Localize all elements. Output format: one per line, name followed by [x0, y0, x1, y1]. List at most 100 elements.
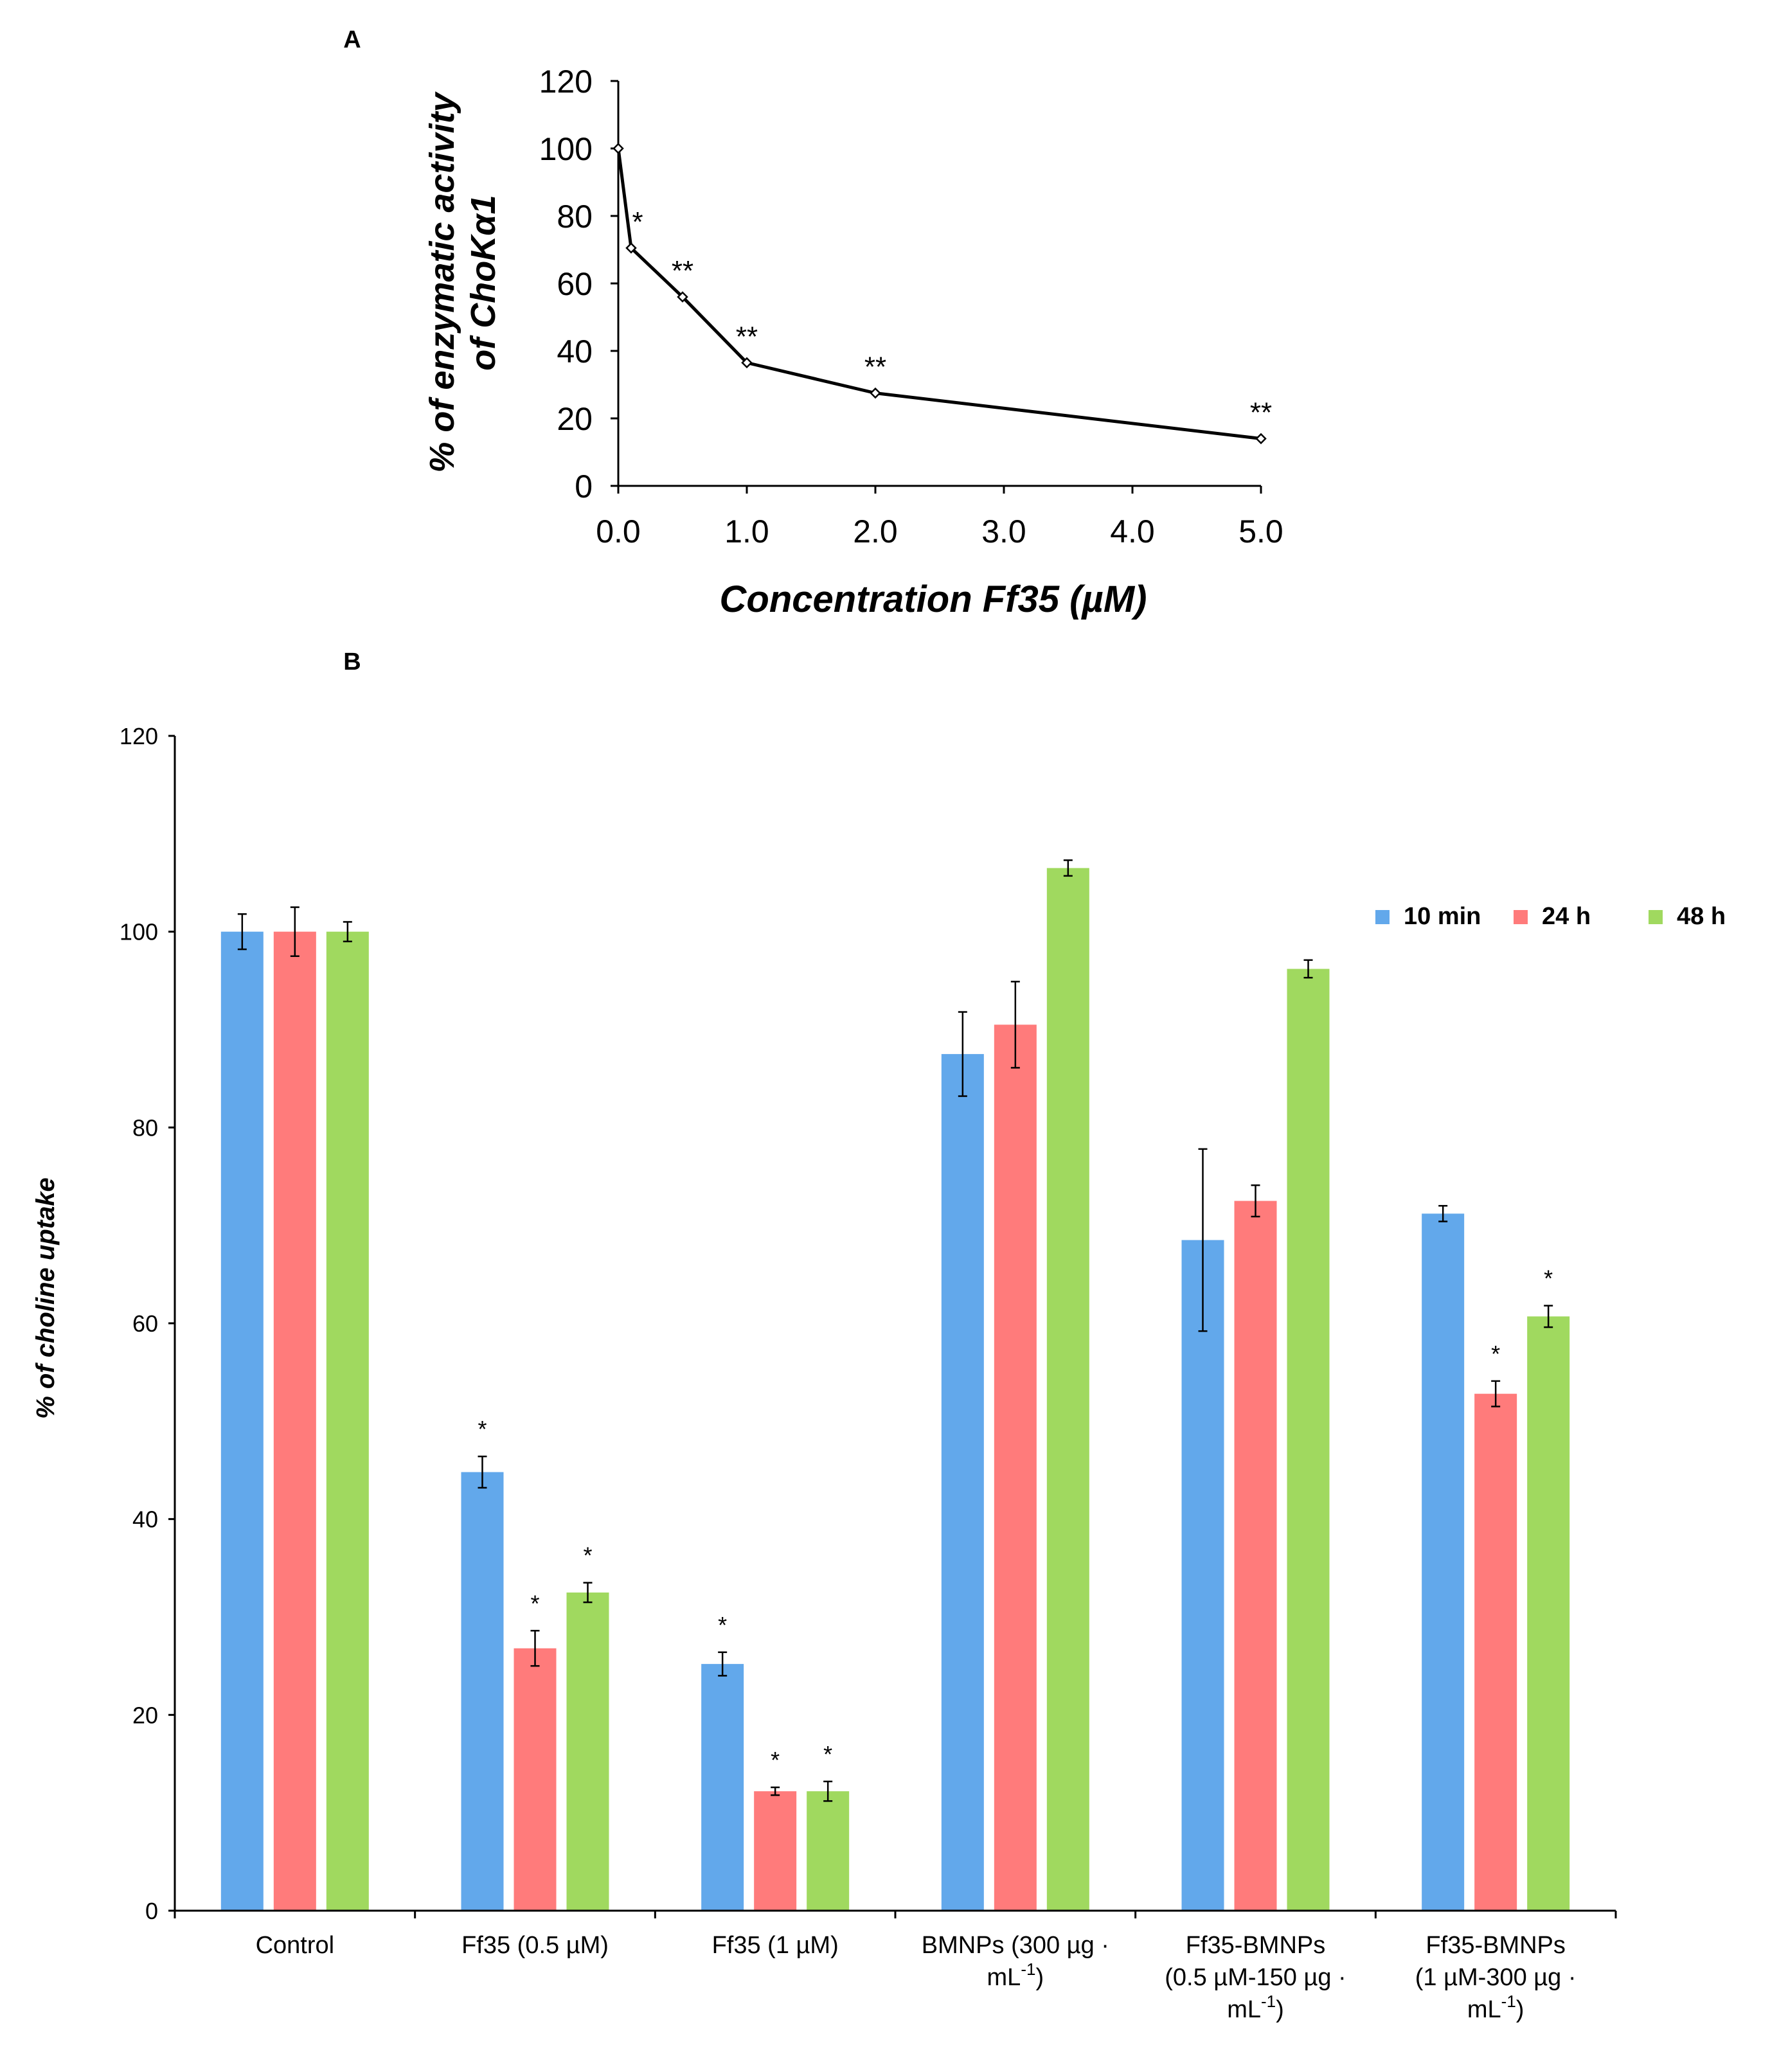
panel-b-unit-ml: mL: [987, 1964, 1021, 1991]
panel-b-category-label: Control: [256, 1932, 335, 1959]
panel-a-y-tick-label: 0: [575, 469, 593, 505]
panel-b-legend-swatch: [1514, 910, 1528, 924]
panel-b-bar: [1046, 868, 1089, 1911]
panel-a-y-tick-label: 40: [557, 334, 593, 370]
panel-b-bar: [220, 931, 264, 1911]
panel-b-bar: [1422, 1213, 1465, 1911]
panel-b-bar: [1287, 969, 1330, 1911]
panel-a-significance-label: *: [632, 206, 643, 238]
panel-b-bar: [326, 931, 369, 1911]
panel-b-bar: [941, 1054, 984, 1911]
panel-b-y-tick-label: 80: [132, 1114, 158, 1141]
panel-b-legend: 10 min 24 h 48 h: [1375, 903, 1726, 930]
panel-a-data-point: [1255, 433, 1267, 445]
panel-a-data-point: [741, 357, 753, 369]
panel-a-y-axis: 0 20 40 60 80 100 120: [539, 64, 620, 505]
panel-a-y-tick-label: 60: [557, 266, 593, 302]
panel-b-bar: [1181, 1240, 1224, 1911]
panel-b-significance-label: *: [583, 1542, 592, 1569]
panel-b-category-label: Ff35-BMNPs: [1186, 1932, 1325, 1959]
panel-b-category-label: Ff35 (0.5 µM): [461, 1932, 609, 1959]
panel-a-y-tick-label: 100: [539, 131, 593, 167]
panel-a-data-point: [625, 242, 637, 254]
panel-a-plot: *********: [612, 143, 1272, 445]
panel-a-x-tick-label: 2.0: [853, 514, 898, 549]
panel-a-significance-label: **: [1250, 397, 1272, 429]
panel-b-significance-label: *: [771, 1747, 780, 1773]
panel-b-category-label: BMNPs (300 µg ·: [922, 1932, 1109, 1959]
panel-b-bar-chart: B 0 20 40 60 80 100 120 * * * * * * * * Control Ff35 (…: [31, 648, 1726, 2023]
panel-a-significance-label: **: [736, 321, 758, 352]
panel-b-category-label-unit: mL-1): [1467, 1992, 1524, 2023]
panel-b-category-label-unit: mL-1): [987, 1960, 1044, 1991]
panel-b-unit-close: ): [1276, 1996, 1284, 2023]
panel-a-significance-label: **: [672, 255, 693, 287]
panel-a-y-tick-label: 120: [539, 64, 593, 100]
panel-b-bar: [1527, 1316, 1570, 1911]
panel-a-x-axis-title: Concentration Ff35 (µM): [720, 578, 1147, 620]
panel-a-x-tick-label: 5.0: [1238, 514, 1283, 549]
panel-b-y-tick-label: 0: [145, 1898, 158, 1924]
panel-b-y-axis: 0 20 40 60 80 100 120: [120, 723, 176, 1924]
panel-a-y-tick-label: 80: [557, 199, 593, 235]
panel-a-data-point: [870, 387, 881, 399]
panel-a-letter: A: [343, 26, 361, 53]
panel-a-significance-label: **: [864, 352, 886, 383]
panel-b-bar: [1474, 1393, 1517, 1911]
panel-b-unit-ml: mL: [1467, 1996, 1501, 2023]
panel-b-y-tick-label: 60: [132, 1310, 158, 1337]
panel-b-unit-ml: mL: [1227, 1996, 1261, 2023]
panel-b-unit-close: ): [1035, 1964, 1044, 1991]
panel-b-letter: B: [343, 648, 361, 675]
panel-b-bar: [754, 1791, 797, 1911]
panel-b-significance-label: *: [530, 1590, 539, 1616]
panel-b-significance-label: *: [1491, 1341, 1500, 1367]
panel-b-unit-close: ): [1516, 1996, 1524, 2023]
panel-b-bars: * * * * * * * *: [220, 859, 1570, 1911]
panel-b-y-tick-label: 20: [132, 1702, 158, 1728]
panel-a-data-point: [677, 291, 688, 303]
panel-b-y-axis-title: % of choline uptake: [31, 1177, 60, 1419]
panel-a-y-axis-title-line1: % of enzymatic activity: [423, 91, 461, 472]
panel-b-significance-label: *: [718, 1612, 727, 1638]
panel-b-legend-label: 48 h: [1677, 903, 1726, 930]
panel-a-y-tick-label: 20: [557, 401, 593, 437]
panel-a-x-tick-label: 3.0: [981, 514, 1026, 549]
panel-b-bar: [566, 1592, 609, 1911]
panel-b-bar: [701, 1664, 744, 1911]
panel-b-category-label: Ff35 (1 µM): [712, 1932, 839, 1959]
panel-b-category-label: (1 µM-300 µg ·: [1415, 1964, 1577, 1991]
panel-b-unit-exponent: -1: [1261, 1992, 1276, 2011]
panel-b-significance-label: *: [1544, 1265, 1553, 1292]
panel-b-bar: [994, 1024, 1037, 1911]
panel-b-unit-exponent: -1: [1501, 1992, 1516, 2011]
panel-b-bar: [1234, 1201, 1277, 1911]
panel-b-bar: [807, 1791, 850, 1911]
panel-a-y-axis-title-line2: of ChoKα1: [464, 195, 503, 370]
panel-b-bar: [514, 1648, 557, 1911]
panel-a-series-line: [616, 148, 1262, 440]
panel-a-x-tick-label: 0.0: [596, 514, 641, 549]
panel-b-y-tick-label: 120: [120, 723, 158, 749]
panel-b-category-label-unit: mL-1): [1227, 1992, 1284, 2023]
panel-a-data-point: [612, 143, 624, 154]
panel-b-bar: [273, 931, 316, 1911]
panel-b-category-label: (0.5 µM-150 µg ·: [1165, 1964, 1346, 1991]
panel-b-legend-swatch: [1375, 910, 1390, 924]
panel-b-category-label: Ff35-BMNPs: [1426, 1932, 1565, 1959]
panel-b-legend-label: 24 h: [1542, 903, 1591, 930]
panel-a-x-tick-label: 4.0: [1110, 514, 1155, 549]
panel-b-legend-label: 10 min: [1404, 903, 1481, 930]
panel-b-unit-exponent: -1: [1021, 1960, 1035, 1979]
panel-b-bar: [461, 1472, 504, 1911]
panel-a-x-tick-label: 1.0: [724, 514, 769, 549]
panel-b-x-axis: Control Ff35 (0.5 µM) Ff35 (1 µM) BMNPs (30…: [174, 1909, 1617, 2023]
panel-b-legend-swatch: [1649, 910, 1663, 924]
panel-b-significance-label: *: [478, 1416, 487, 1442]
panel-b-y-tick-label: 40: [132, 1506, 158, 1533]
panel-b-y-tick-label: 100: [120, 919, 158, 945]
panel-b-significance-label: *: [823, 1741, 832, 1767]
panel-a-x-axis: 0.0 1.0 2.0 3.0 4.0 5.0: [596, 485, 1283, 549]
